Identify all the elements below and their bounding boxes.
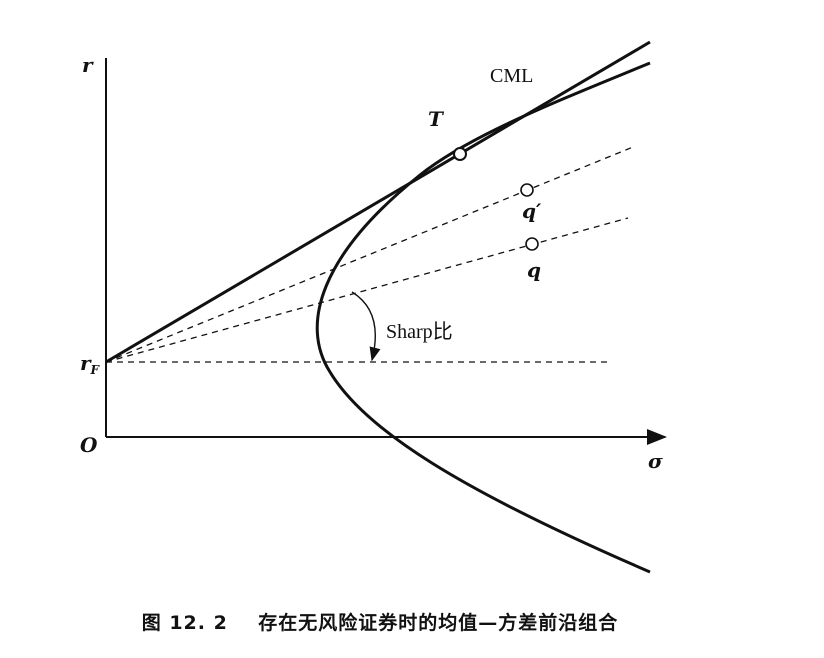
sharpe-ratio-arc (351, 291, 381, 362)
mean-variance-frontier-diagram: r O σ rF T CML q′ q Sharp比 (80, 40, 667, 574)
figure-caption: 图 12. 2 存在无风险证券时的均值—方差前沿组合 (0, 608, 760, 635)
cml-label: CML (490, 65, 533, 87)
tangent-point-marker (453, 147, 467, 161)
q-label: q (527, 258, 541, 282)
efficient-frontier-curve (315, 61, 651, 574)
capital-market-line (105, 40, 651, 364)
figure-title: 存在无风险证券时的均值—方差前沿组合 (258, 612, 619, 634)
q-point-marker (525, 237, 539, 251)
q-prime-label: q′ (522, 199, 542, 223)
q-prime-point-marker (520, 183, 534, 197)
risk-free-label: rF (80, 351, 101, 377)
tangent-point-label: T (428, 107, 445, 131)
origin-label: O (80, 433, 98, 457)
figure-number: 图 12. 2 (141, 612, 228, 634)
y-axis-label: r (82, 53, 94, 77)
line-through-q-prime (105, 146, 634, 363)
line-through-q (105, 217, 629, 363)
x-axis-label: σ (648, 449, 663, 473)
sharpe-ratio-label: Sharp比 (386, 320, 453, 343)
